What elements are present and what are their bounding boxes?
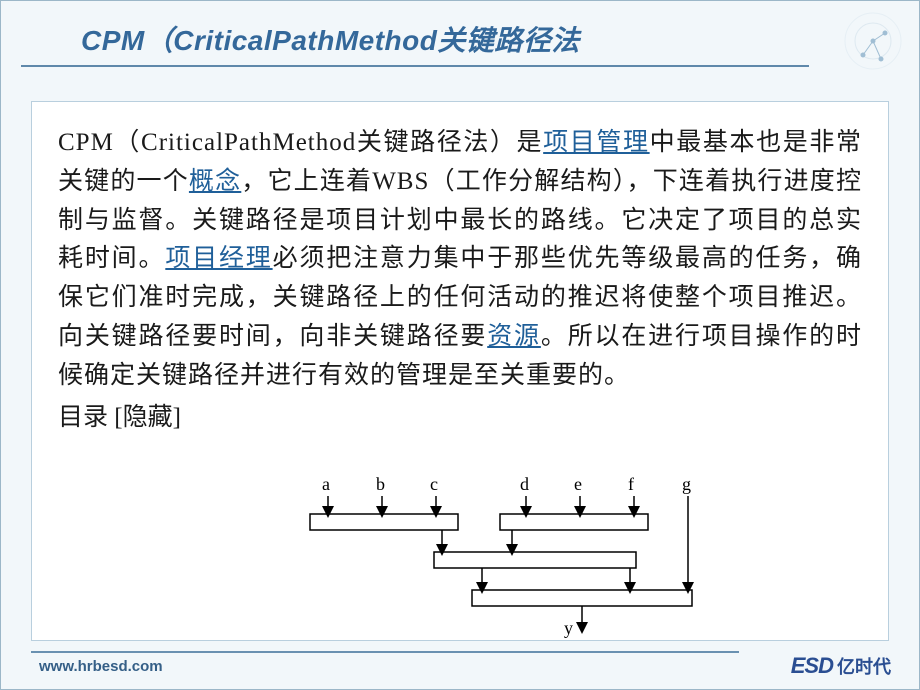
logo-cn: 亿时代 [837, 653, 891, 679]
title-underline [21, 65, 809, 67]
body-paragraph: CPM（CriticalPathMethod关键路径法）是项目管理中最基本也是非… [58, 124, 862, 395]
slide: CPM（CriticalPathMethod关键路径法 CPM（Critical… [0, 0, 920, 690]
svg-text:g: g [682, 474, 691, 494]
toc-line: 目录 [隐藏] [58, 397, 862, 433]
title-bar: CPM（CriticalPathMethod关键路径法 [1, 1, 919, 75]
slide-title: CPM（CriticalPathMethod关键路径法 [81, 19, 889, 59]
link-project-management[interactable]: 项目管理 [543, 129, 649, 156]
link-project-manager[interactable]: 项目经理 [165, 245, 272, 272]
svg-text:y: y [564, 618, 573, 638]
content-box: CPM（CriticalPathMethod关键路径法）是项目管理中最基本也是非… [31, 101, 889, 641]
link-resource[interactable]: 资源 [487, 323, 541, 350]
svg-text:a: a [322, 474, 330, 494]
body-seg-1: CPM（CriticalPathMethod关键路径法）是 [58, 129, 543, 156]
footer-url: www.hrbesd.com [39, 658, 163, 675]
svg-text:d: d [520, 474, 529, 494]
cpm-diagram: a b c d e f g y [282, 470, 722, 645]
link-concept[interactable]: 概念 [189, 168, 241, 195]
svg-text:e: e [574, 474, 582, 494]
svg-text:b: b [376, 474, 385, 494]
svg-text:f: f [628, 474, 634, 494]
logo-en: ESD [791, 653, 833, 679]
svg-text:c: c [430, 474, 438, 494]
footer-rule [31, 651, 739, 653]
footer-logo: ESD 亿时代 [791, 653, 891, 679]
